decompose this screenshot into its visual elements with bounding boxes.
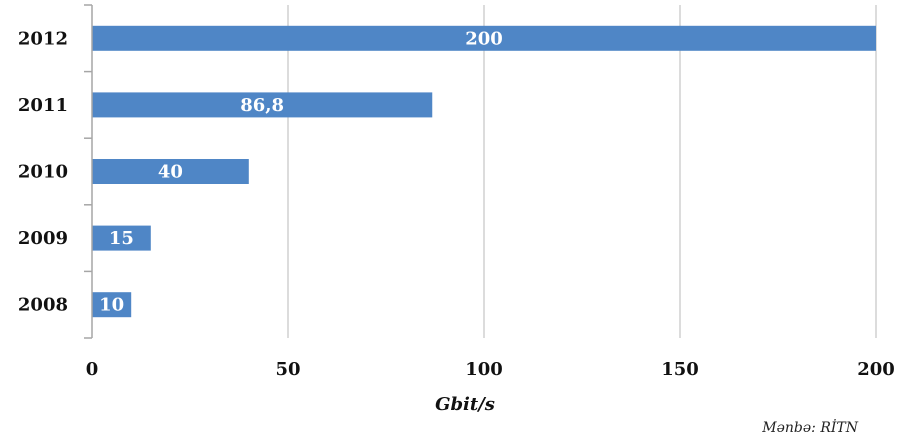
x-tick-label: 0 (86, 359, 99, 380)
bar-data-label: 15 (109, 228, 134, 249)
bar-2012 (92, 25, 876, 51)
gridlines (287, 5, 877, 338)
x-axis-title: Gbit/s (435, 394, 495, 415)
source-note: Mənbə: RİTN (761, 418, 858, 436)
bar-2011 (92, 92, 433, 118)
x-tick-label: 100 (465, 359, 503, 380)
y-category-label: 2008 (18, 295, 68, 316)
bar-2010 (92, 159, 249, 184)
x-tick-label: 50 (275, 359, 300, 380)
y-category-label: 2010 (18, 162, 68, 183)
bars (92, 25, 876, 318)
bar-data-label: 40 (158, 162, 183, 183)
bar-data-label: 200 (465, 28, 503, 49)
y-category-label: 2011 (18, 95, 68, 116)
x-tick-label: 200 (857, 359, 895, 380)
bar-data-label: 10 (99, 295, 124, 316)
x-tick-label: 150 (661, 359, 699, 380)
axes (84, 4, 93, 339)
y-category-label: 2012 (18, 28, 68, 49)
bar-2009 (92, 225, 151, 251)
bar-2008 (92, 292, 132, 318)
bar-data-label: 86,8 (240, 95, 284, 116)
y-category-label: 2009 (18, 228, 68, 249)
labels: 0 50 100 150 200 2012 200 2011 86,8 2010 40 2009 15 2… (18, 28, 895, 380)
